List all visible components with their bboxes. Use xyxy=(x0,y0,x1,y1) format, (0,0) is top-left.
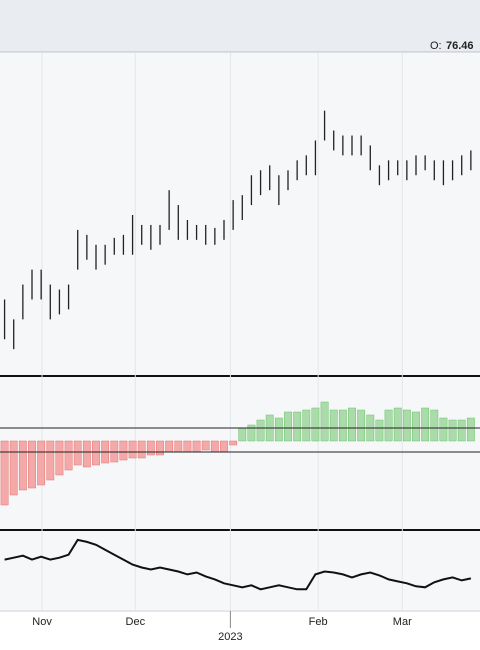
histogram-bar xyxy=(9,440,18,496)
histogram-bar xyxy=(466,417,475,442)
histogram-bar xyxy=(302,409,311,442)
x-tick-label: Feb xyxy=(309,616,328,628)
histogram-bar xyxy=(247,424,256,442)
histogram-bar xyxy=(137,440,146,459)
histogram-bar xyxy=(210,440,219,453)
histogram-bar xyxy=(64,440,73,471)
histogram-bar xyxy=(238,427,247,442)
histogram-bar xyxy=(82,440,91,468)
histogram-bar xyxy=(156,440,164,456)
histogram-bar xyxy=(412,411,420,442)
header-bar xyxy=(0,0,480,52)
histogram-bar xyxy=(18,440,27,491)
histogram-bar xyxy=(220,440,228,453)
histogram-bar xyxy=(146,440,155,456)
histogram-bar xyxy=(92,440,100,466)
year-label: 2023 xyxy=(218,631,242,643)
histogram-bar xyxy=(229,440,238,446)
histogram-bar xyxy=(192,440,201,453)
histogram-bar xyxy=(439,417,448,442)
histogram-bar xyxy=(37,440,46,486)
histogram-bar xyxy=(55,440,64,476)
histogram-bar xyxy=(402,409,411,442)
indicator-line xyxy=(4,538,472,591)
histogram-bar xyxy=(201,440,210,451)
histogram-bar xyxy=(448,419,457,442)
histogram-bar xyxy=(73,440,82,466)
histogram-bar xyxy=(293,411,302,442)
histogram-bar xyxy=(430,409,439,442)
histogram-bar xyxy=(357,409,366,442)
histogram-bar xyxy=(284,411,292,442)
x-tick-label: Dec xyxy=(126,616,146,628)
open-label: O: xyxy=(430,40,442,52)
histogram-bar xyxy=(457,419,466,442)
histogram-bar xyxy=(256,419,265,442)
histogram-bar xyxy=(183,440,192,453)
histogram-bar xyxy=(311,407,320,442)
histogram-bar xyxy=(421,407,430,442)
histogram-bar xyxy=(174,440,183,453)
plot-background xyxy=(0,53,480,610)
histogram-bar xyxy=(128,440,137,459)
histogram-bar xyxy=(46,440,55,481)
histogram-bar xyxy=(165,440,174,453)
x-tick-label: Nov xyxy=(32,616,52,628)
histogram-bar xyxy=(384,409,393,442)
histogram-bar xyxy=(375,419,384,442)
histogram-bar xyxy=(119,440,128,461)
histogram-bar xyxy=(274,417,283,442)
histogram-bar xyxy=(338,409,347,442)
x-tick-label: Mar xyxy=(393,616,412,628)
histogram-bar xyxy=(329,409,338,442)
histogram-bar xyxy=(28,440,36,489)
histogram-bar xyxy=(348,407,356,442)
histogram-bar xyxy=(393,407,402,442)
histogram-bar xyxy=(320,401,329,442)
open-value: 76.46 xyxy=(446,40,474,52)
histogram-bar xyxy=(0,440,9,506)
